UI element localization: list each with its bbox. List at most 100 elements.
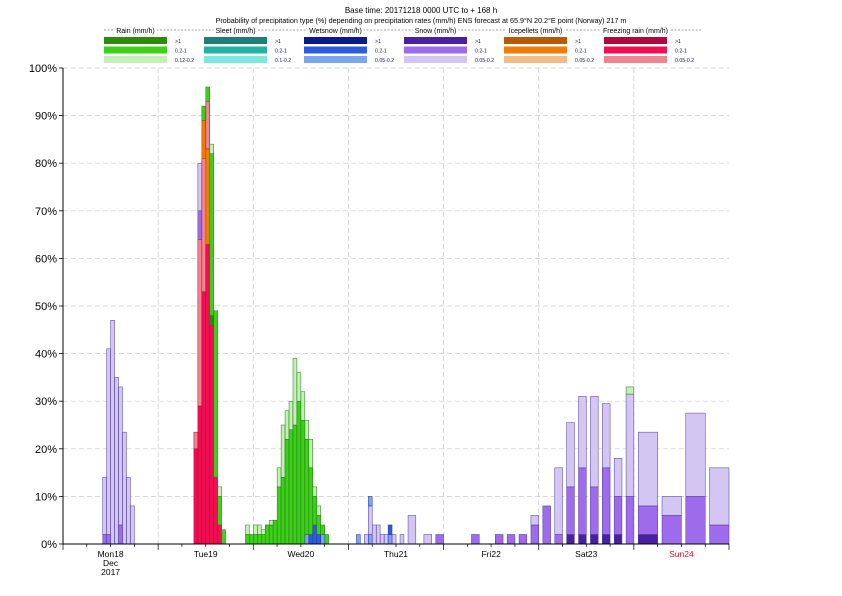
legend-title-bg [601, 28, 670, 35]
bar-segment-rain [253, 524, 258, 535]
bar-segment-freezing [205, 101, 210, 150]
bar-segment-wetsnow [320, 534, 325, 545]
bar-segment-snow [625, 496, 635, 545]
x-day-label: Wed20 [287, 549, 314, 559]
bar-segment-freezing [201, 291, 206, 545]
bar-segment-snow [661, 496, 682, 516]
y-tick-label: 10% [35, 491, 57, 503]
legend-label: 0.2-1 [375, 49, 387, 55]
bar-segment-freezing [193, 431, 199, 450]
bar-segment-rain [268, 524, 274, 545]
legend-title: Snow (mm/h) [415, 28, 457, 35]
bar-segment-freezing [193, 448, 199, 545]
legend-title-bg [506, 28, 565, 35]
bar-segment-snow [372, 524, 377, 545]
legend-label: 0.2-1 [475, 49, 487, 55]
bar-segment-rain [316, 515, 321, 535]
bar-segment-freezing [209, 324, 214, 545]
bar-segment-rain [292, 424, 298, 545]
bar-segment-snow [613, 496, 623, 535]
legend-swatch [504, 37, 567, 44]
bar-segment-freezing [213, 477, 218, 545]
bar-segment-rain [625, 386, 635, 395]
bar-segment-snow [423, 534, 432, 545]
bar-segment-rain [292, 358, 298, 426]
y-tick-label: 40% [35, 349, 57, 361]
x-day-label: Mon18 [98, 549, 124, 559]
bar-segment-snow [407, 515, 417, 545]
legend-title: Sleet (mm/h) [215, 28, 255, 35]
bar-segment-snow [471, 534, 480, 545]
legend-swatch [404, 56, 467, 63]
bar-segment-snow [602, 403, 611, 469]
bar-segment-wetsnow [316, 534, 321, 545]
legend-swatch [504, 46, 567, 54]
x-day-label: Dec [103, 558, 119, 568]
legend-title-bg [213, 28, 258, 35]
bar-segment-snow [709, 467, 730, 526]
bar-segment-snow [102, 534, 107, 545]
bar-segment-snow [364, 534, 369, 545]
bar-segment-rain [312, 486, 317, 497]
bar-segment-rain [245, 524, 250, 535]
bar-segment-freezing [217, 524, 222, 545]
bar-segment-snow [637, 505, 658, 535]
bar-segment-wetsnow [368, 496, 373, 507]
bar-segment-snow [376, 524, 381, 545]
bar-segment-freezing [197, 405, 203, 545]
header-base-time: Base time: 20171218 0000 UTC to + 168 h [345, 6, 497, 15]
y-tick-label: 60% [35, 253, 57, 265]
bar-segment-rain [280, 477, 286, 545]
legend-label: 0.05-0.2 [375, 58, 394, 64]
legend-label: 0.2-1 [175, 49, 187, 55]
legend-title: Rain (mm/h) [116, 28, 155, 35]
bar-segment-wetsnow [387, 524, 393, 535]
bar-segment-rain [300, 419, 306, 545]
y-tick-label: 90% [35, 111, 57, 123]
bar-segment-snow [399, 534, 405, 545]
bar-segment-rain [209, 315, 214, 326]
bar-segment-snow [495, 534, 504, 545]
bar-segment-rain [324, 534, 329, 545]
bar-segment-rain [296, 372, 302, 402]
bar-segment-snow [578, 396, 587, 469]
bar-segment-snow [122, 431, 127, 545]
bar-segment-snow [530, 524, 539, 545]
bar-segment-snow [379, 534, 385, 545]
bar-segment-snow [368, 505, 373, 535]
bar-segment-rain [217, 496, 222, 526]
bar-segment-snow [637, 431, 658, 507]
bar-segment-snow [685, 412, 706, 497]
bar-segment-rain [213, 310, 218, 478]
bar-segment-freezing [201, 158, 206, 292]
bar-segment-wetsnow [304, 534, 310, 545]
legend-swatch [404, 46, 467, 54]
bar-segment-rain [201, 105, 206, 121]
bar-segment-rain [205, 86, 210, 102]
bar-segment-rain [308, 467, 314, 535]
legend-swatch [104, 37, 167, 44]
x-day-label: Sun24 [669, 549, 694, 559]
bar-segment-rain [221, 529, 226, 545]
bar-segment-snow [118, 524, 123, 545]
bar-segment-snow [661, 515, 682, 545]
bar-segment-snow [590, 486, 599, 535]
bar-segment-snow [625, 393, 635, 497]
bar-segment-rain [296, 400, 302, 545]
bar-segment-snow [685, 496, 706, 545]
legend-swatch [604, 37, 667, 44]
legend-swatch [204, 37, 267, 44]
bar-segment-snow [391, 534, 397, 545]
bar-segment-snow [114, 377, 119, 545]
bar-segment-snow [530, 515, 539, 526]
bar-segment-rain [209, 153, 214, 316]
legend-swatch [304, 56, 367, 63]
bar-segment-wetsnow [368, 534, 373, 545]
bar-segment-snow [435, 534, 444, 545]
bar-segment-snow [106, 534, 111, 545]
bar-segment-rain [280, 424, 286, 478]
bar-segment-rain [265, 524, 270, 545]
bar-segment-snow [106, 348, 111, 535]
legend-label: 0.2-1 [275, 49, 287, 55]
legend-label: 0.05-0.2 [675, 58, 694, 64]
